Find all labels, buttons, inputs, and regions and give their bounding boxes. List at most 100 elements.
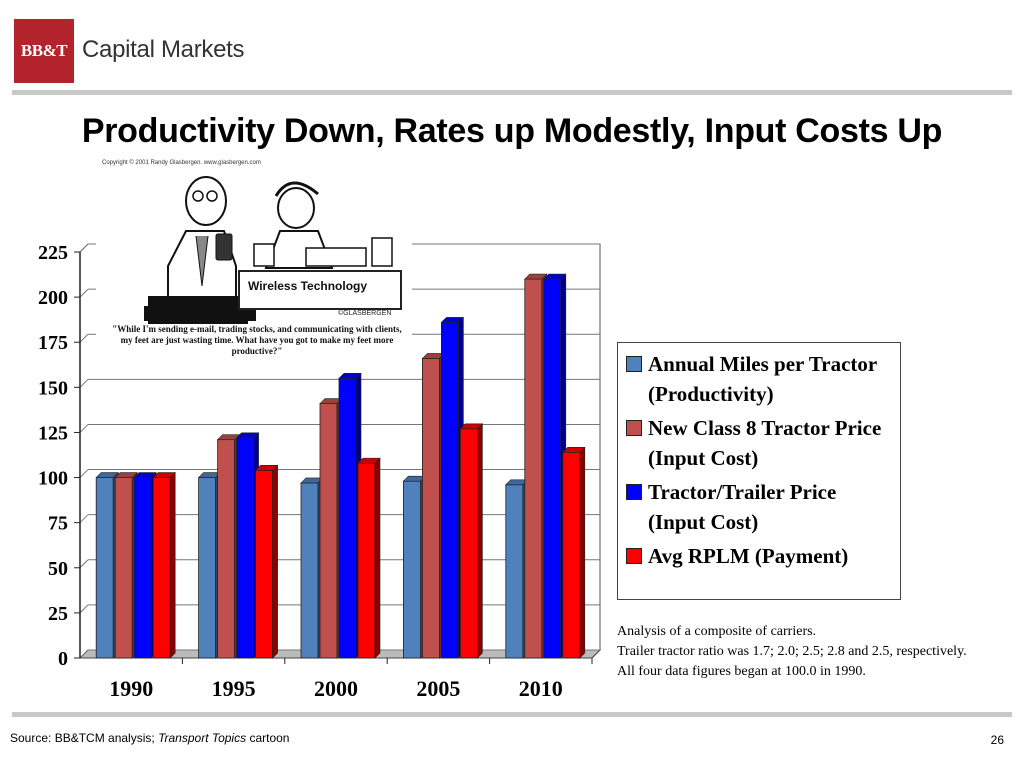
bar-front <box>543 278 562 659</box>
y-tick-label: 200 <box>38 287 68 309</box>
bar-side <box>169 471 176 659</box>
cartoon-credit: Copyright © 2001 Randy Glasbergen. www.g… <box>102 160 261 166</box>
chart-legend: Annual Miles per Tractor (Productivity) … <box>617 342 901 600</box>
bar-front <box>133 477 152 659</box>
y-tick-label: 25 <box>48 603 68 625</box>
analysis-notes: Analysis of a composite of carriers. Tra… <box>617 622 1007 682</box>
source-prefix: Source: BB&TCM analysis; <box>10 731 159 745</box>
cartoon: Copyright © 2001 Randy Glasbergen. www.g… <box>96 156 412 372</box>
logo-mark: BB&T <box>14 19 74 83</box>
legend-label: New Class 8 Tractor Price (Input Cost) <box>648 416 882 470</box>
legend-item-productivity: Annual Miles per Tractor (Productivity) <box>626 349 894 409</box>
legend-item-rplm: Avg RPLM (Payment) <box>626 541 894 571</box>
bar <box>562 446 586 659</box>
bar-front <box>95 477 114 659</box>
legend-item-trailer-price: Tractor/Trailer Price (Input Cost) <box>626 477 894 537</box>
bar-side <box>477 423 483 659</box>
gridline-depth <box>79 378 89 388</box>
x-tick-label: 2010 <box>519 676 563 701</box>
cartoon-drawing <box>144 176 393 324</box>
bar <box>459 423 484 659</box>
legend-swatch <box>626 356 642 372</box>
x-tick-label: 2000 <box>314 676 358 701</box>
bar-top <box>357 457 381 464</box>
bar-top <box>133 472 157 478</box>
slide-title: Productivity Down, Rates up Modestly, In… <box>81 112 943 150</box>
bar-front <box>300 482 319 659</box>
cartoon-caption: "While I'm sending e-mail, trading stock… <box>112 324 402 356</box>
legend-label: Tractor/Trailer Price (Input Cost) <box>648 480 837 534</box>
bar-top <box>95 472 119 478</box>
y-axis-ticks: 0 25 50 75 100 125 150 175 200 225 <box>38 242 81 670</box>
bar <box>152 471 176 659</box>
bar-top <box>459 423 484 430</box>
logo-text: Capital Markets <box>82 36 245 63</box>
bar-top <box>440 317 465 323</box>
y-tick-label: 100 <box>38 468 68 490</box>
y-tick-label: 50 <box>48 558 68 580</box>
bar-side <box>374 457 381 659</box>
bar-top <box>338 373 362 379</box>
bar-front <box>114 477 133 659</box>
bar-front <box>440 321 459 659</box>
gridline-depth <box>79 288 89 298</box>
source-suffix: cartoon <box>246 731 290 745</box>
bar-front <box>217 439 236 659</box>
bar-front <box>319 403 338 659</box>
bar-front <box>338 377 357 659</box>
legend-item-tractor-price: New Class 8 Tractor Price (Input Cost) <box>626 413 894 473</box>
footer-divider <box>12 712 1012 717</box>
header-divider <box>12 90 1012 95</box>
cartoon-sign: Wireless Technology <box>238 270 402 310</box>
bar-side <box>579 446 586 659</box>
bar-front <box>562 451 581 659</box>
bar-side <box>272 464 278 659</box>
bar-front <box>152 477 171 659</box>
y-tick-label: 175 <box>38 332 68 354</box>
bar-top <box>524 273 548 280</box>
y-tick-label: 125 <box>38 422 68 444</box>
gridline-depth <box>79 649 89 659</box>
bar-top <box>235 432 260 439</box>
bar-front <box>198 477 217 659</box>
bars <box>95 273 586 659</box>
note-line: All four data figures began at 100.0 in … <box>617 664 866 679</box>
gridline-depth <box>79 604 89 614</box>
legend-label: Annual Miles per Tractor (Productivity) <box>648 352 877 406</box>
gridline-depth <box>79 243 89 253</box>
bar-top <box>152 472 176 478</box>
bar-top <box>254 465 279 471</box>
bar <box>254 464 279 659</box>
cartoon-sign-text: Wireless Technology <box>248 279 368 293</box>
legend-label: Avg RPLM (Payment) <box>648 544 849 568</box>
y-tick-label: 150 <box>38 377 68 399</box>
gridline-depth <box>79 559 89 569</box>
y-tick-label: 75 <box>48 513 68 535</box>
gridline-depth <box>79 514 89 524</box>
gridline-depth <box>79 333 89 343</box>
bar-front <box>524 278 543 659</box>
gridline-depth <box>79 469 89 478</box>
legend-swatch <box>626 548 642 564</box>
page-number: 26 <box>990 733 1004 747</box>
source-publication: Transport Topics <box>158 731 247 745</box>
gridline-depth <box>79 424 89 433</box>
bar-front <box>402 480 421 659</box>
bar-front <box>255 469 274 659</box>
bar-front <box>357 462 376 659</box>
bar-top <box>543 273 567 280</box>
bar-front <box>459 428 478 659</box>
bar-front <box>421 358 440 659</box>
bar-front <box>236 437 255 659</box>
legend-swatch <box>626 484 642 500</box>
bar-top <box>114 472 138 478</box>
x-tick-label: 1990 <box>109 676 153 701</box>
bar-top <box>562 446 586 453</box>
bar-front <box>505 484 524 659</box>
x-axis-ticks: 1990 1995 2000 2005 2010 <box>109 658 593 701</box>
note-line: Trailer tractor ratio was 1.7; 2.0; 2.5;… <box>617 644 967 659</box>
y-tick-label: 225 <box>38 242 68 264</box>
cartoon-signature: ©GLASBERGEN <box>338 310 392 317</box>
x-tick-label: 1995 <box>212 676 256 701</box>
y-tick-label: 0 <box>58 648 68 670</box>
